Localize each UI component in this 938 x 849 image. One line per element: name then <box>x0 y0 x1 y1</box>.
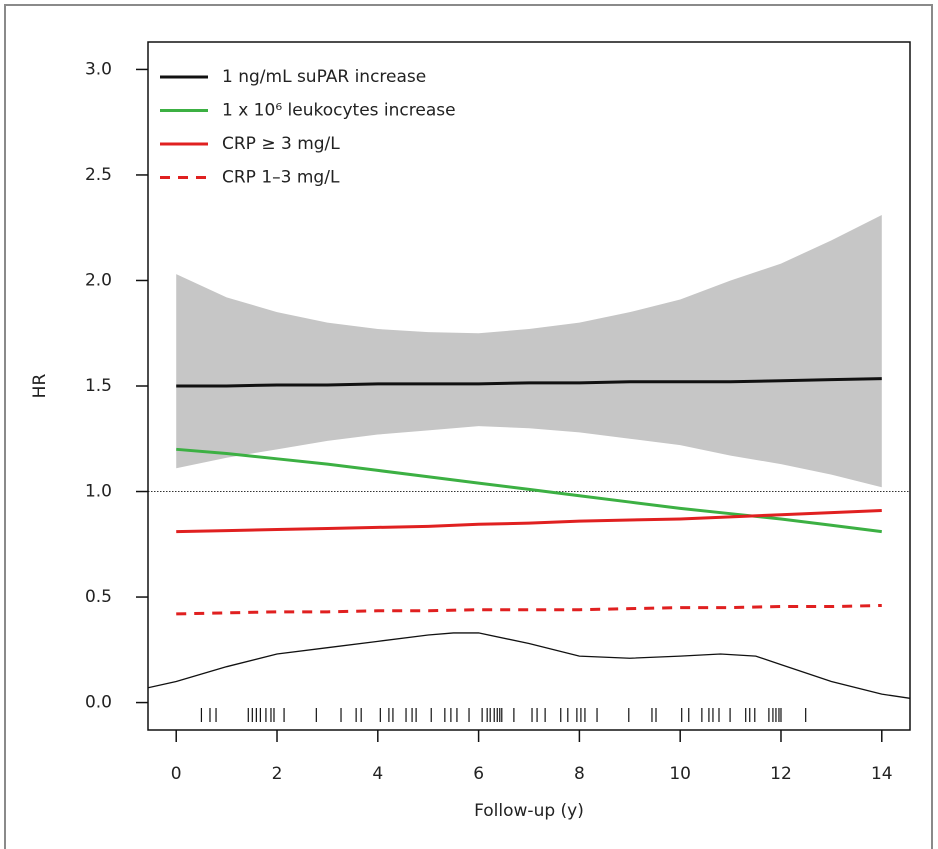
x-tick-label: 6 <box>473 764 484 784</box>
x-tick-label: 14 <box>871 764 893 784</box>
y-tick-label: 2.5 <box>85 165 112 185</box>
legend-label: CRP 1–3 mg/L <box>222 168 340 188</box>
series-line <box>176 447 882 534</box>
y-axis-label: HR <box>30 374 50 399</box>
y-tick-label: 1.0 <box>85 482 112 502</box>
y-tick-label: 1.5 <box>85 376 112 396</box>
y-tick-label: 0.0 <box>85 693 112 713</box>
legend-label: 1 x 10⁶ leukocytes increase <box>222 101 456 121</box>
x-tick-label: 4 <box>372 764 383 784</box>
y-tick-label: 2.0 <box>85 270 112 290</box>
series-line <box>176 509 882 534</box>
x-tick-label: 12 <box>770 764 792 784</box>
x-tick-label: 8 <box>574 764 585 784</box>
y-tick-label: 3.0 <box>85 59 112 79</box>
x-tick-label: 10 <box>669 764 691 784</box>
legend-label: 1 ng/mL suPAR increase <box>222 67 426 87</box>
x-tick-label: 2 <box>272 764 283 784</box>
legend-label: CRP ≥ 3 mg/L <box>222 134 340 154</box>
x-axis-label: Follow-up (y) <box>474 801 584 821</box>
series-line <box>176 603 882 616</box>
confidence-band <box>176 215 882 488</box>
series-line <box>176 377 882 388</box>
density-curve <box>148 632 910 699</box>
frame <box>4 4 933 849</box>
x-tick-label: 0 <box>171 764 182 784</box>
y-tick-label: 0.5 <box>85 587 112 607</box>
